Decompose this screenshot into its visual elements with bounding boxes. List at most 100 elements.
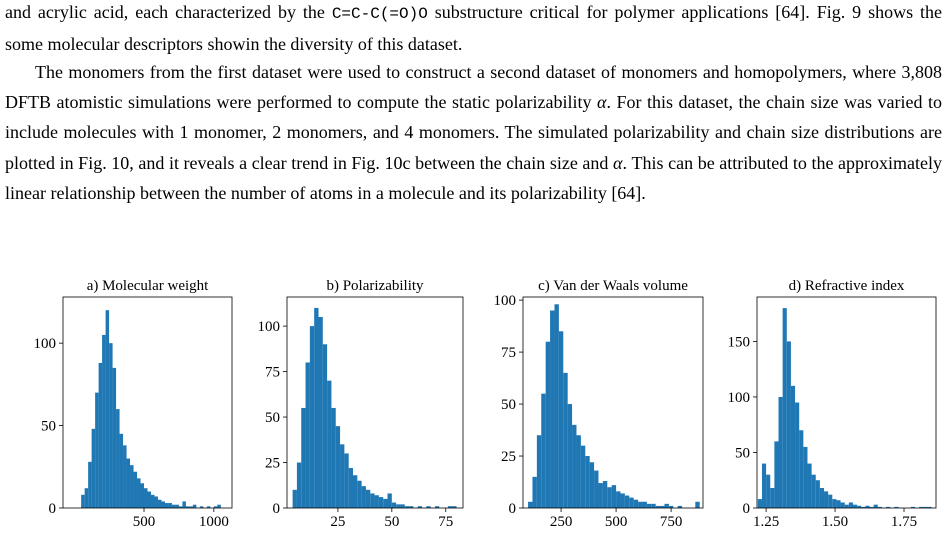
bar [98,362,103,508]
chart-title: d) Refractive index [789,278,905,294]
bar [910,506,916,508]
bar [541,393,546,508]
bar [296,462,302,508]
bar [532,476,537,508]
bar [572,424,577,508]
y-tick-label: 75 [265,365,280,381]
bar [144,488,148,508]
bar [391,502,397,508]
bar [790,385,796,508]
bar [185,506,190,508]
bar [189,506,193,508]
bar [147,491,151,508]
bar [157,499,162,508]
y-tick-label: 50 [501,397,516,413]
bar [95,392,99,508]
bar [137,478,141,508]
bar [417,506,423,508]
bar [832,499,837,508]
y-tick-label: 25 [265,456,280,472]
bar [695,501,700,508]
bar [602,480,608,508]
bar [331,407,336,508]
bar [426,506,431,508]
x-tick-label: 75 [438,514,453,530]
bar [404,506,410,508]
bar [660,505,665,508]
bar [348,467,353,508]
bar [770,488,775,508]
bar [130,465,134,508]
bar [81,494,85,508]
x-tick-label: 250 [550,514,573,530]
bar [292,489,297,508]
bar [886,506,891,508]
bar [116,409,120,508]
bar [213,506,218,508]
bar [563,372,568,508]
bar [182,501,186,508]
bar [807,463,812,508]
bar [318,317,323,508]
text: substructure critical for polymer applic… [5,2,942,55]
bar [322,344,328,508]
bar [374,495,379,508]
x-tick-label: 50 [384,514,399,530]
bar [353,475,358,508]
bar [109,343,113,508]
bar [873,504,878,508]
paragraph: and acrylic acid, each characterized by … [5,0,942,59]
bar [91,428,96,508]
bar [528,501,533,508]
bar [206,506,211,508]
bar [301,407,306,508]
bar [452,506,457,508]
bar [642,501,647,508]
y-tick-label: 50 [265,410,280,426]
bar [624,495,630,508]
bar [766,474,771,508]
bar [567,404,573,508]
bar [199,506,204,508]
bar [598,483,603,508]
paragraph: The monomers from the first dataset were… [5,57,942,208]
bar [778,396,783,508]
bar [782,308,787,508]
bar [150,494,155,508]
bar [105,310,110,508]
bar [616,491,621,508]
bar [633,499,639,508]
bar [869,506,874,508]
bar [154,496,158,508]
bar [668,505,674,508]
bar [309,326,315,508]
x-tick-label: 25 [330,514,345,530]
y-tick-label: 0 [49,501,57,517]
bar [554,304,559,508]
axes-frame [522,296,704,509]
bar [611,485,617,508]
bar [927,506,932,508]
bar [217,504,221,508]
x-tick-label: 1.25 [753,514,779,530]
bar [447,506,453,508]
text: The monomers from the first dataset were… [5,62,942,113]
bar [580,445,586,508]
bar [877,506,882,508]
axes-frame [286,296,464,509]
bar [102,334,106,508]
x-tick-label: 1000 [199,514,229,530]
bar [314,307,319,508]
x-tick-label: 1.50 [822,514,848,530]
code: C=C-C(=O)O [331,5,428,23]
symbol: α [597,92,607,113]
bar [168,503,172,508]
bar [357,480,362,508]
bar [558,331,564,508]
bar [178,506,183,508]
bar [370,493,375,508]
y-tick-label: 25 [501,449,516,465]
x-tick-label: 500 [133,514,156,530]
bar [919,506,924,508]
chart-title: c) Van der Waals volume [538,278,688,294]
